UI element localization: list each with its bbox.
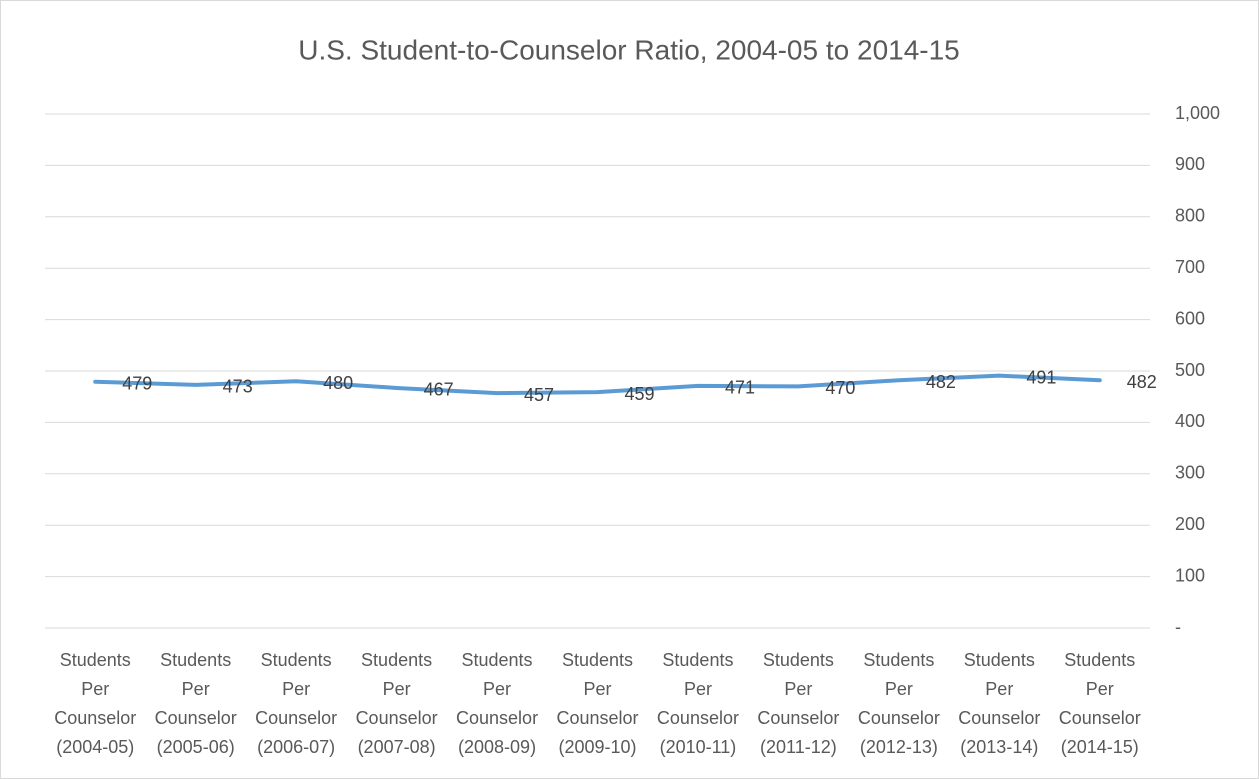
data-label: 480: [323, 373, 353, 393]
line: [93, 373, 1102, 396]
y-tick-label: 600: [1175, 308, 1205, 328]
y-tick-label: 300: [1175, 463, 1205, 483]
x-tick-label: Students Per Counselor (2006-07): [255, 650, 338, 757]
y-tick-label: 500: [1175, 360, 1205, 380]
x-tick-label: Students Per Counselor (2011-12): [757, 650, 840, 757]
x-tick-label: Students Per Counselor (2005-06): [154, 650, 237, 757]
x-tick-label: Students Per Counselor (2009-10): [556, 650, 639, 757]
y-tick-label: 700: [1175, 257, 1205, 277]
x-tick-label: Students Per Counselor (2010-11): [656, 650, 739, 757]
data-label: 471: [725, 378, 755, 398]
y-tick-label: -: [1175, 617, 1181, 637]
y-tick-label: 1,000: [1175, 103, 1220, 123]
x-tick-label: Students Per Counselor (2013-14): [958, 650, 1041, 757]
data-label: 457: [524, 385, 554, 405]
data-label: 470: [825, 378, 855, 398]
data-label: 491: [1026, 367, 1056, 387]
data-label: 482: [1127, 372, 1157, 392]
data-label: 473: [223, 377, 253, 397]
data-label: 482: [926, 372, 956, 392]
y-tick-label: 800: [1175, 206, 1205, 226]
x-tick-label: Students Per Counselor (2012-13): [857, 650, 940, 757]
chart-title: U.S. Student-to-Counselor Ratio, 2004-05…: [298, 34, 960, 65]
data-label: 459: [625, 384, 655, 404]
y-tick-label: 900: [1175, 154, 1205, 174]
y-tick-label: 400: [1175, 411, 1205, 431]
x-tick-label: Students Per Counselor (2014-15): [1058, 650, 1141, 757]
data-label: 467: [424, 380, 454, 400]
data-label: 479: [122, 374, 152, 394]
x-tick-label: Students Per Counselor (2007-08): [355, 650, 438, 757]
y-tick-label: 100: [1175, 565, 1205, 585]
y-tick-label: 200: [1175, 514, 1205, 534]
x-tick-label: Students Per Counselor (2004-05): [54, 650, 137, 757]
x-tick-label: Students Per Counselor (2008-09): [456, 650, 539, 757]
